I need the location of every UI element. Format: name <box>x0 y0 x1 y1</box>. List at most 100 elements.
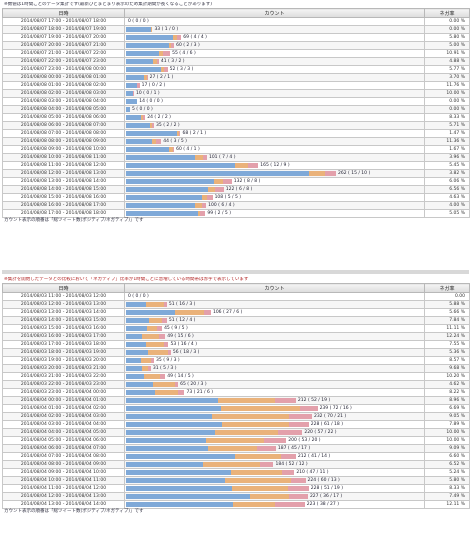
bar-total-segment <box>126 43 169 48</box>
count-label: 53 ( 16 / 4 ) <box>170 342 197 347</box>
bar-negative-segment <box>280 454 296 459</box>
row-count-cell: 101 ( 7 / 4 ) <box>124 153 425 162</box>
bar-negative-segment <box>275 502 305 507</box>
bar-positive-segment <box>159 51 164 56</box>
bar-negative-segment <box>204 310 211 315</box>
table-row: 2014/08/08 07:00 - 2014/08/08 08:00 68 ( … <box>2 129 470 138</box>
row-negative-rate: 8.33 % <box>424 484 470 493</box>
bar-total-segment <box>126 67 162 72</box>
row-count-cell: 184 ( 52 / 12 ) <box>124 460 425 469</box>
row-time: 2014/08/08 14:00 - 2014/08/08 15:00 <box>2 185 125 194</box>
bar-negative-segment <box>156 59 159 64</box>
count-bar <box>126 35 182 40</box>
bar-positive-segment <box>308 171 325 176</box>
row-time: 2014/08/03 16:00 - 2014/08/03 17:00 <box>2 332 125 341</box>
bar-negative-segment <box>201 203 207 208</box>
count-bar <box>126 83 140 88</box>
bar-negative-segment <box>164 67 168 72</box>
panel-caption: ※集計を開始したデータとの比較において「ネガティブ」比率が1時間ごとに急増してい… <box>4 277 249 282</box>
bar-negative-segment <box>214 187 224 192</box>
bar-total-segment <box>126 486 232 491</box>
bar-total-segment <box>126 27 152 32</box>
bar-negative-segment <box>179 131 181 136</box>
row-negative-rate: 10.00 % <box>424 428 470 437</box>
row-negative-rate: 12.24 % <box>424 332 470 341</box>
row-time: 2014/08/08 15:00 - 2014/08/08 16:00 <box>2 193 125 202</box>
count-bar <box>126 195 213 200</box>
table-row: 2014/08/04 01:00 - 2014/08/04 02:00 239 (… <box>2 404 470 413</box>
bar-negative-segment <box>278 430 303 435</box>
bar-total-segment <box>126 203 196 208</box>
row-negative-rate: 10.20 % <box>424 372 470 381</box>
bar-total-segment <box>126 195 202 200</box>
row-count-cell: 122 ( 6 / 8 ) <box>124 185 425 194</box>
count-label: 101 ( 7 / 4 ) <box>208 155 236 160</box>
bar-negative-segment <box>287 486 309 491</box>
count-table: 日時 カウント ネガ率 2014/08/03 11:00 - 2014/08/0… <box>2 283 470 509</box>
count-label: 33 ( 1 / 0 ) <box>154 27 179 32</box>
table-row: 2014/08/03 13:00 - 2014/08/03 14:00 106 (… <box>2 308 470 317</box>
count-label: 210 ( 47 / 11 ) <box>296 470 329 475</box>
bar-total-segment <box>126 179 215 184</box>
row-count-cell: 56 ( 18 / 3 ) <box>124 348 425 357</box>
count-bar <box>126 310 211 315</box>
count-label: 49 ( 15 / 6 ) <box>167 334 194 339</box>
panel-recent: ※数値は1時間ごとのデータ集計です(最新ひとまとまり表示のため集計期間が長くなる… <box>2 2 470 224</box>
bar-total-segment <box>126 155 195 160</box>
row-count-cell: 165 ( 12 / 9 ) <box>124 161 425 170</box>
row-time: 2014/08/04 11:00 - 2014/08/04 12:00 <box>2 484 125 493</box>
bar-negative-segment <box>137 83 140 88</box>
table-row: 2014/08/08 03:00 - 2014/08/08 04:00 14 ( … <box>2 97 470 106</box>
bar-total-segment <box>126 123 150 128</box>
bar-positive-segment <box>194 155 203 160</box>
bar-negative-segment <box>202 155 207 160</box>
bar-total-segment <box>126 59 154 64</box>
count-label: 224 ( 60 / 13 ) <box>307 478 340 483</box>
count-bar <box>126 107 130 112</box>
row-time: 2014/08/08 04:00 - 2014/08/08 05:00 <box>2 105 125 114</box>
row-time: 2014/08/08 00:00 - 2014/08/08 01:00 <box>2 73 125 82</box>
row-time: 2014/08/08 13:00 - 2014/08/08 14:00 <box>2 177 125 186</box>
count-label: 220 ( 57 / 22 ) <box>304 430 337 435</box>
count-bar <box>126 163 259 168</box>
bar-total-segment <box>126 414 212 419</box>
row-negative-rate: 0.00 % <box>424 17 470 26</box>
row-negative-rate: 5.88 % <box>424 300 470 309</box>
bar-total-segment <box>126 310 175 315</box>
row-negative-rate: 7.84 % <box>424 316 470 325</box>
bar-negative-segment <box>167 350 171 355</box>
bar-negative-segment <box>257 446 276 451</box>
row-negative-rate: 5.45 % <box>424 161 470 170</box>
row-negative-rate: 8.33 % <box>424 113 470 122</box>
row-time: 2014/08/03 13:00 - 2014/08/03 14:00 <box>2 308 125 317</box>
row-negative-rate: 5.80 % <box>424 476 470 485</box>
count-bar <box>126 179 232 184</box>
header-rate: ネガ率 <box>424 283 470 293</box>
bar-negative-segment <box>288 414 312 419</box>
row-time: 2014/08/07 22:00 - 2014/08/07 23:00 <box>2 57 125 66</box>
table-row: 2014/08/03 16:00 - 2014/08/03 17:00 49 ( … <box>2 332 470 341</box>
row-negative-rate: 6.56 % <box>424 185 470 194</box>
count-label: 49 ( 14 / 5 ) <box>167 374 194 379</box>
count-label: 24 ( 2 / 2 ) <box>147 115 171 120</box>
row-negative-rate: 9.09 % <box>424 444 470 453</box>
row-time: 2014/08/03 17:00 - 2014/08/03 18:00 <box>2 340 125 349</box>
row-time: 2014/08/07 19:00 - 2014/08/07 20:00 <box>2 33 125 42</box>
row-time: 2014/08/08 05:00 - 2014/08/08 06:00 <box>2 113 125 122</box>
count-label: 73 ( 21 / 6 ) <box>186 390 214 395</box>
bar-negative-segment <box>156 326 163 331</box>
row-time: 2014/08/03 15:00 - 2014/08/03 16:00 <box>2 324 125 333</box>
bar-positive-segment <box>233 502 276 507</box>
row-negative-rate: 3.70 % <box>424 73 470 82</box>
row-negative-rate: 5.00 % <box>424 41 470 50</box>
bar-positive-segment <box>225 478 292 483</box>
bar-total-segment <box>126 350 148 355</box>
table-row: 2014/08/03 12:00 - 2014/08/03 13:00 51 ( … <box>2 300 470 309</box>
row-count-cell: 212 ( 41 / 14 ) <box>124 452 425 461</box>
count-bar <box>126 462 274 467</box>
bar-total-segment <box>126 131 178 136</box>
row-negative-rate: 8.57 % <box>424 356 470 365</box>
count-bar <box>126 342 169 347</box>
bar-total-segment <box>126 454 236 459</box>
count-label: 132 ( 8 / 8 ) <box>233 179 261 184</box>
